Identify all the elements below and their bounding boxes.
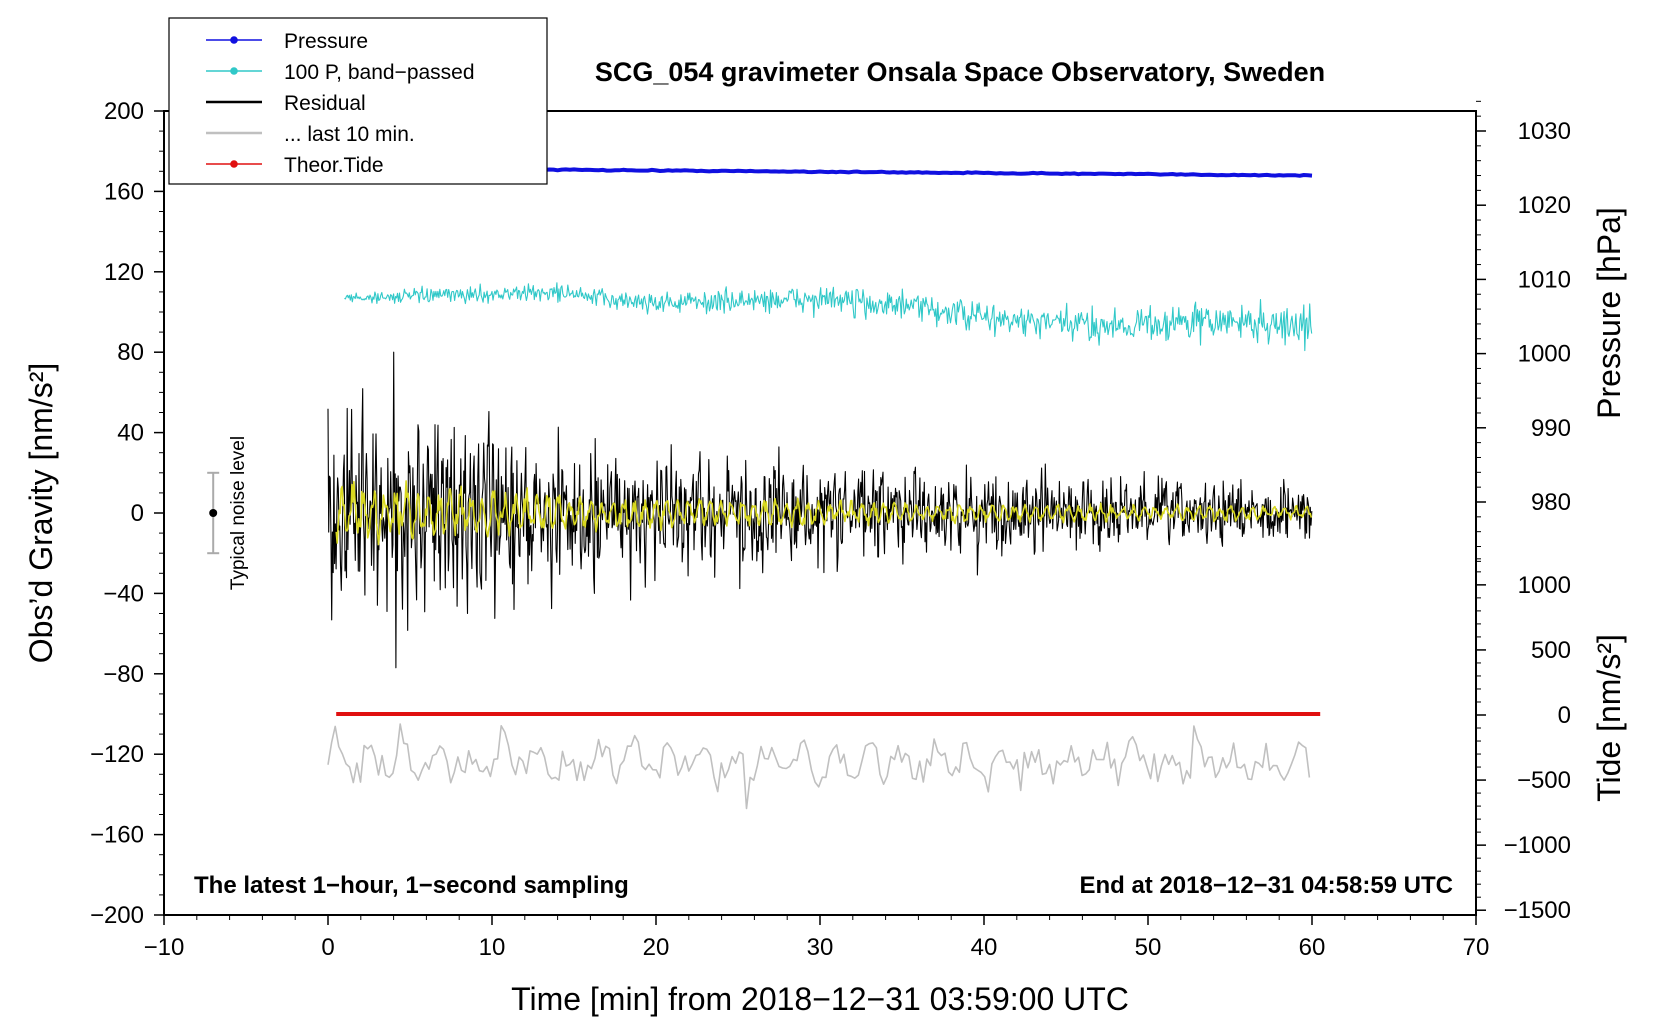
series-layer xyxy=(327,167,1321,810)
legend-pressure-marker xyxy=(230,36,238,44)
legend-band-passed-label: 100 P, band−passed xyxy=(284,61,475,84)
x-tick-label: 20 xyxy=(643,934,670,961)
legend-pressure-label: Pressure xyxy=(284,30,368,53)
pressure-tick-label: 1020 xyxy=(1518,192,1571,219)
y-tick-label: −80 xyxy=(103,661,144,688)
pressure-tick-label: 1030 xyxy=(1518,118,1571,145)
legend: Pressure 100 P, band−passed Residual ... la… xyxy=(168,17,548,185)
noise-bar-dot xyxy=(209,509,218,517)
legend-residual-label: Residual xyxy=(284,92,366,115)
annotation-end-time: End at 2018−12−31 04:58:59 UTC xyxy=(1079,872,1453,899)
pressure-tick-label: 990 xyxy=(1531,415,1571,442)
y-tick-label: −160 xyxy=(90,822,144,849)
y-tick-label: 80 xyxy=(117,339,144,366)
y-tick-label: 200 xyxy=(104,98,144,125)
y-tick-label: −40 xyxy=(103,580,144,607)
x-axis-label: Time [min] from 2018−12−31 03:59:00 UTC xyxy=(511,981,1129,1017)
pressure-tick-label: 1010 xyxy=(1518,266,1571,293)
tide-tick-label: 500 xyxy=(1531,637,1571,664)
tide-tick-label: 1000 xyxy=(1518,572,1571,599)
y-tick-label: 40 xyxy=(117,420,144,447)
y-tick-label: −200 xyxy=(90,902,144,929)
pressure-tick-label: 980 xyxy=(1531,489,1571,516)
y-tick-label: −120 xyxy=(90,741,144,768)
legend-rows: Pressure 100 P, band−passed Residual ... la… xyxy=(206,30,475,177)
y-tick-label: 0 xyxy=(131,500,144,527)
legend-last-10-min-label: ... last 10 min. xyxy=(284,123,415,146)
x-tick-label: −10 xyxy=(144,934,185,961)
legend-theor-tide-marker xyxy=(230,160,238,168)
y-axis-label-gravity: Obs’d Gravity [nm/s²] xyxy=(23,363,59,664)
x-tick-label: 10 xyxy=(479,934,506,961)
series-last-10-min xyxy=(327,723,1311,810)
x-tick-label: 70 xyxy=(1463,934,1490,961)
series-residual-smoothed xyxy=(335,480,1313,546)
series-residual xyxy=(327,351,1313,669)
series-pressure xyxy=(541,167,1313,178)
x-tick-label: 0 xyxy=(321,934,334,961)
x-tick-label: 40 xyxy=(971,934,998,961)
tide-tick-label: 0 xyxy=(1558,702,1571,729)
legend-theor-tide-label: Theor.Tide xyxy=(284,154,384,177)
y-tick-label: 120 xyxy=(104,259,144,286)
tide-tick-label: −1000 xyxy=(1504,832,1571,859)
y-axis-label-pressure: Pressure [hPa] xyxy=(1591,207,1627,419)
noise-level-label: Typical noise level xyxy=(228,436,249,590)
x-tick-label: 30 xyxy=(807,934,834,961)
chart-title: SCG_054 gravimeter Onsala Space Observat… xyxy=(595,57,1325,87)
x-tick-label: 50 xyxy=(1135,934,1162,961)
ticks-layer: −10 0 10 20 30 40 50 60 70−200−160−120−80−400408… xyxy=(90,98,1571,961)
noise-level-indicator xyxy=(207,471,220,555)
x-tick-label: 60 xyxy=(1299,934,1326,961)
annotation-sampling: The latest 1−hour, 1−second sampling xyxy=(194,872,629,899)
y-axis-label-tide: Tide [nm/s²] xyxy=(1591,634,1627,802)
pressure-tick-label: 1000 xyxy=(1518,341,1571,368)
series-pressure-band-passed xyxy=(344,282,1313,352)
tide-tick-label: −1500 xyxy=(1504,897,1571,924)
legend-band-passed-marker xyxy=(230,67,238,75)
y-tick-label: 160 xyxy=(104,178,144,205)
tide-tick-label: −500 xyxy=(1517,767,1571,794)
